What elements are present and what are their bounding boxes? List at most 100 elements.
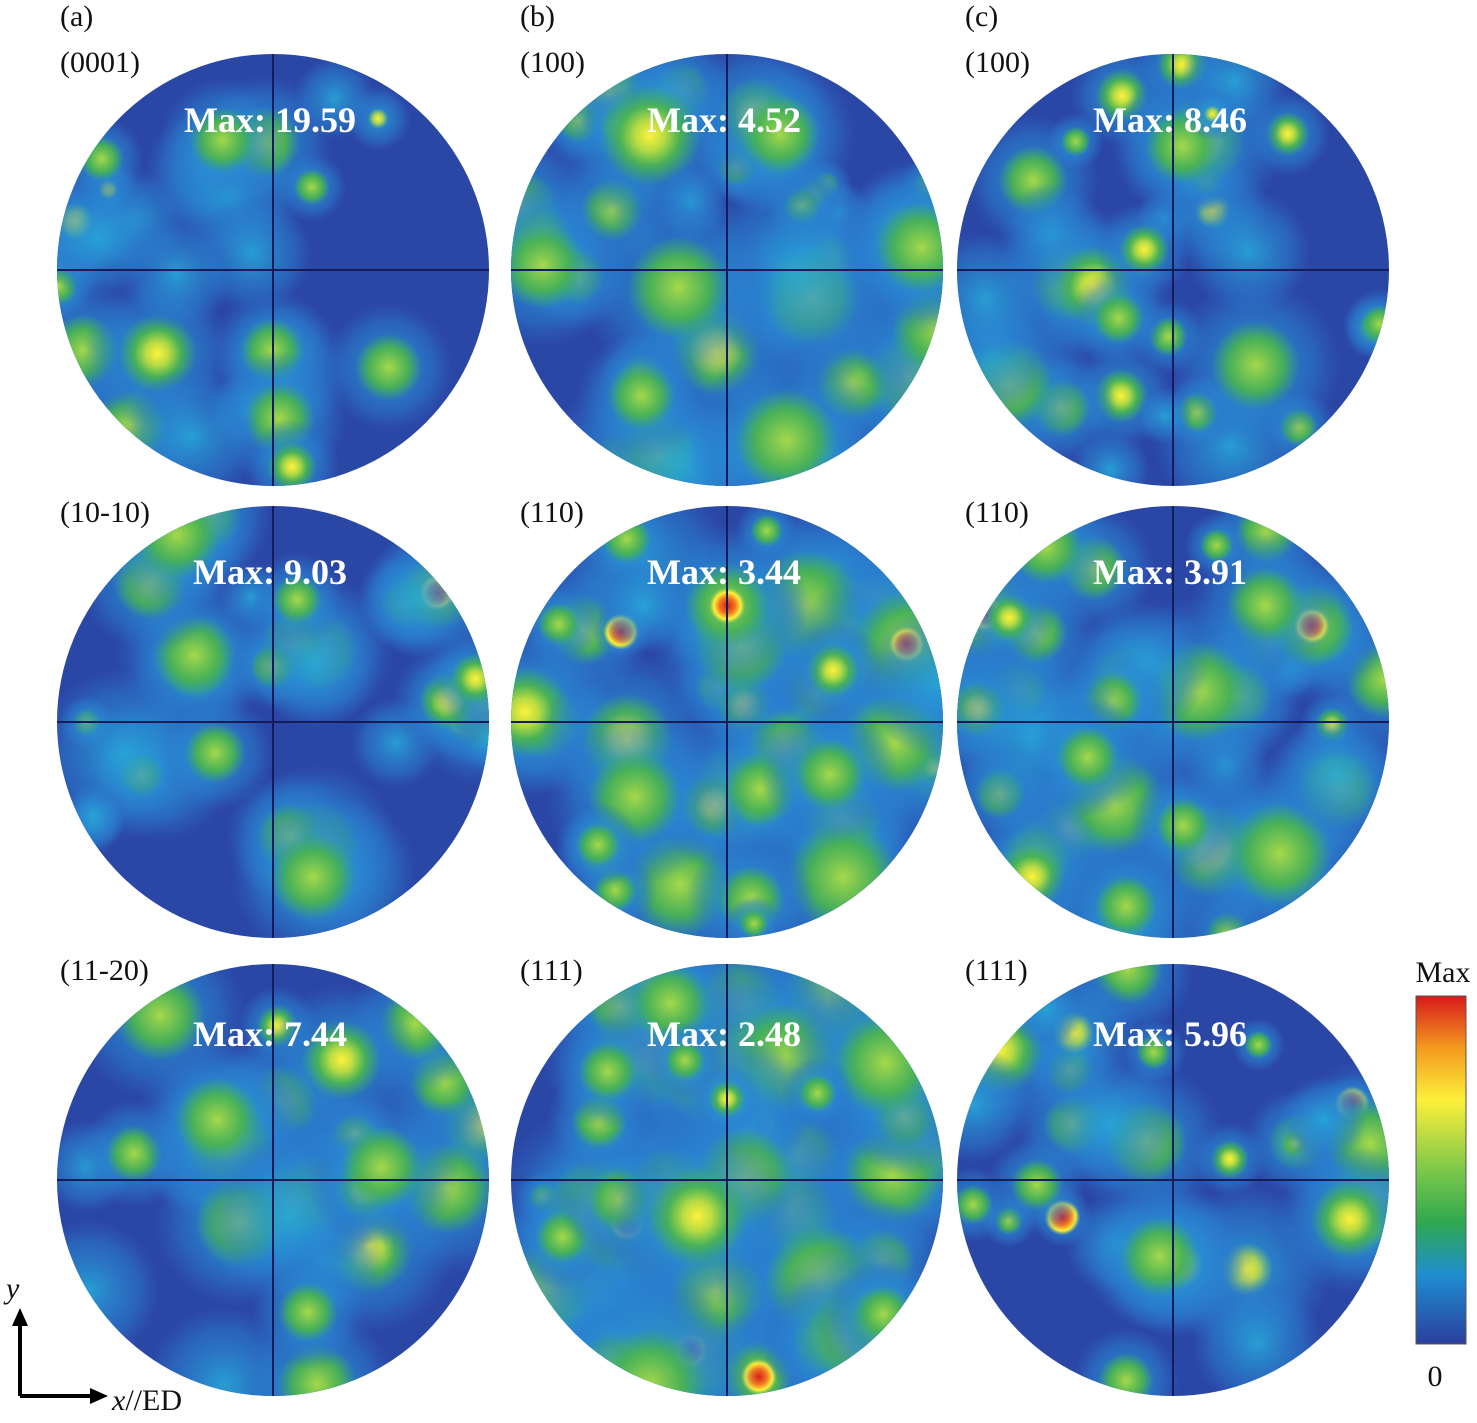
y-axis-label: y (3, 1272, 20, 1305)
blob (277, 1282, 338, 1343)
blob (793, 738, 866, 811)
pole-figures: (0001) Max: 19.59 (100) Max: 4.52 (100) Max: … (57, 46, 1389, 1396)
intensity-map (511, 54, 943, 486)
blob (1326, 1196, 1374, 1243)
max-label: Max: 9.03 (193, 552, 347, 592)
halo (596, 558, 691, 654)
blob (1060, 126, 1091, 157)
blob (1094, 875, 1158, 938)
blob (1218, 1147, 1242, 1171)
halo (1279, 1075, 1367, 1164)
blob (1210, 320, 1301, 410)
max-label: Max: 2.48 (647, 1014, 801, 1054)
max-label: Max: 8.46 (1093, 100, 1247, 140)
blob (1136, 1035, 1172, 1070)
blob (133, 329, 182, 378)
halo (122, 367, 261, 486)
blob (1228, 802, 1332, 906)
blob (1203, 105, 1221, 123)
axes-icon (12, 1308, 108, 1404)
blob (79, 136, 124, 182)
blob (1010, 1158, 1063, 1211)
pole-figure: (0001) Max: 19.59 (57, 46, 489, 486)
column-label: (b) (520, 0, 555, 33)
plane-label: (100) (520, 46, 585, 79)
halo (57, 176, 161, 301)
blob (1199, 528, 1234, 563)
blob (627, 236, 731, 340)
max-label: Max: 19.59 (184, 100, 356, 140)
blob (854, 1285, 913, 1344)
x-suffix: //ED (125, 1384, 182, 1417)
blob (601, 514, 652, 564)
blob (511, 222, 586, 309)
column-label: (a) (60, 0, 93, 33)
halo (957, 231, 1052, 365)
halo (60, 781, 128, 849)
blob (189, 107, 256, 174)
colorbar-max: Max (1416, 956, 1471, 989)
plane-label: (111) (965, 954, 1028, 987)
pole-figure: (100) Max: 4.52 (511, 46, 943, 486)
max-label: Max: 3.44 (647, 552, 801, 592)
blob (619, 104, 681, 166)
blob (957, 1184, 994, 1225)
blob (1098, 1352, 1154, 1396)
blob (667, 1186, 728, 1247)
halo (1039, 1053, 1180, 1193)
pole-figure: (11-20) Max: 7.44 (57, 954, 489, 1396)
pole-figure: (10-10) Max: 9.03 (57, 496, 489, 938)
x-symbol: x (111, 1384, 126, 1417)
plane-label: (11-20) (60, 954, 149, 987)
intensity-map (957, 506, 1389, 938)
blob (1056, 726, 1120, 789)
pole-figure: (110) Max: 3.91 (957, 496, 1389, 938)
blob (664, 1040, 706, 1082)
blob (367, 108, 389, 129)
plane-label: (110) (965, 496, 1029, 529)
blob (184, 722, 246, 784)
halo (57, 1220, 160, 1361)
halo (863, 607, 943, 758)
blob (739, 908, 769, 938)
blob (276, 451, 307, 482)
blob (354, 333, 423, 402)
blob (734, 388, 838, 486)
blob (750, 514, 784, 548)
pole-figure: (100) Max: 8.46 (957, 46, 1389, 486)
halo (957, 1046, 1032, 1164)
blob (875, 201, 943, 293)
plane-label: (0001) (60, 46, 140, 79)
halo (1186, 189, 1311, 314)
plane-label: (111) (520, 954, 583, 987)
x-axis-label: x//ED (111, 1384, 182, 1417)
max-label: Max: 7.44 (193, 1014, 347, 1054)
blob (1155, 797, 1212, 854)
intensity-map (511, 506, 943, 938)
blob (317, 1036, 366, 1084)
blob (1128, 234, 1160, 265)
blob (1360, 305, 1389, 344)
blob (994, 603, 1024, 633)
blob (798, 1074, 837, 1113)
max-label: Max: 3.91 (1093, 552, 1247, 592)
pole-figure: (111) Max: 2.48 (511, 954, 943, 1396)
blob (575, 822, 621, 868)
plane-label: (100) (965, 46, 1030, 79)
pole-figure: (110) Max: 3.44 (511, 496, 943, 938)
max-label: Max: 4.52 (647, 100, 801, 140)
intensity-map (957, 54, 1389, 486)
halo (1274, 713, 1389, 836)
blob (272, 574, 322, 625)
intensity-map (57, 964, 489, 1396)
intensity-map (957, 964, 1389, 1396)
colorbar (1415, 995, 1467, 1345)
blob (340, 1126, 423, 1209)
max-label: Max: 5.96 (1093, 1014, 1247, 1054)
blob (293, 168, 331, 206)
blob (269, 834, 357, 921)
column-label: (c) (965, 0, 998, 33)
halo (1135, 387, 1193, 445)
blob (740, 94, 820, 175)
